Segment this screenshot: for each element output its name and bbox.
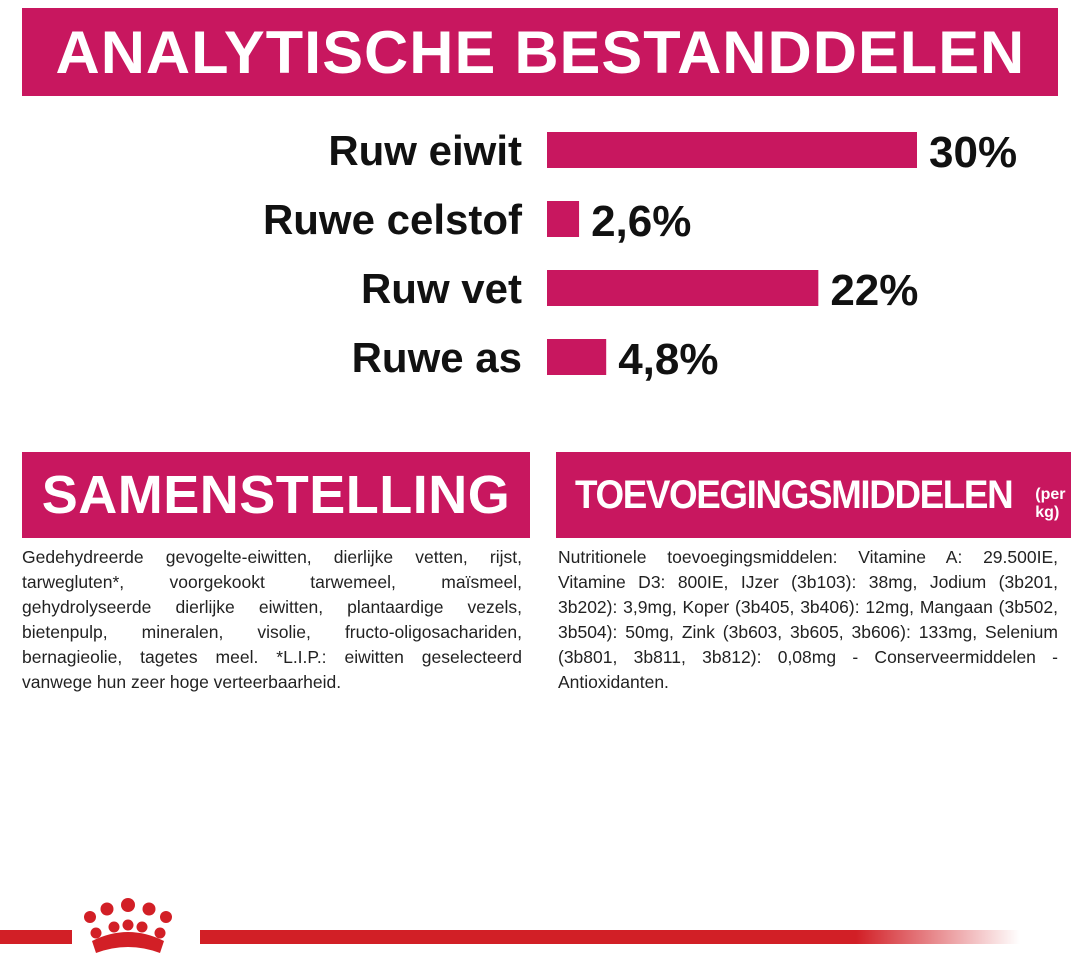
additives-text: Nutritionele toevoegingsmiddelen: Vitami… bbox=[558, 547, 1058, 692]
bar bbox=[547, 201, 580, 237]
value-label: 30% bbox=[929, 128, 1017, 177]
bar bbox=[547, 132, 917, 168]
footer-line-right bbox=[200, 930, 1020, 944]
footer-band bbox=[0, 898, 1020, 953]
value-label: 22% bbox=[830, 266, 918, 315]
bar bbox=[547, 270, 819, 306]
value-label: 2,6% bbox=[591, 197, 691, 246]
category-label: Ruwe celstof bbox=[263, 196, 523, 243]
analytical-bar-chart: Ruw eiwit 30% Ruwe celstof 2,6% Ruw vet 22% Ru… bbox=[263, 127, 1017, 384]
additives-banner: TOEVOEGINGSMIDDELEN (per kg) bbox=[556, 452, 1071, 538]
page-title-banner: ANALYTISCHE BESTANDDELEN bbox=[22, 8, 1058, 96]
footer-line-left bbox=[0, 930, 72, 944]
category-label: Ruw vet bbox=[361, 265, 522, 312]
crown-icon bbox=[84, 898, 172, 953]
category-label: Ruw eiwit bbox=[328, 127, 522, 174]
additives-subtitle: (per kg) bbox=[1035, 486, 1066, 521]
composition-banner: SAMENSTELLING bbox=[22, 452, 530, 538]
value-label: 4,8% bbox=[618, 335, 718, 384]
page-title: ANALYTISCHE BESTANDDELEN bbox=[55, 18, 1025, 86]
additives-title: TOEVOEGINGSMIDDELEN bbox=[575, 472, 1014, 517]
composition-text: Gedehydreerde gevogelte-eiwitten, dierli… bbox=[22, 547, 522, 692]
composition-title: SAMENSTELLING bbox=[41, 465, 511, 525]
bar bbox=[547, 339, 607, 375]
category-label: Ruwe as bbox=[352, 334, 522, 381]
